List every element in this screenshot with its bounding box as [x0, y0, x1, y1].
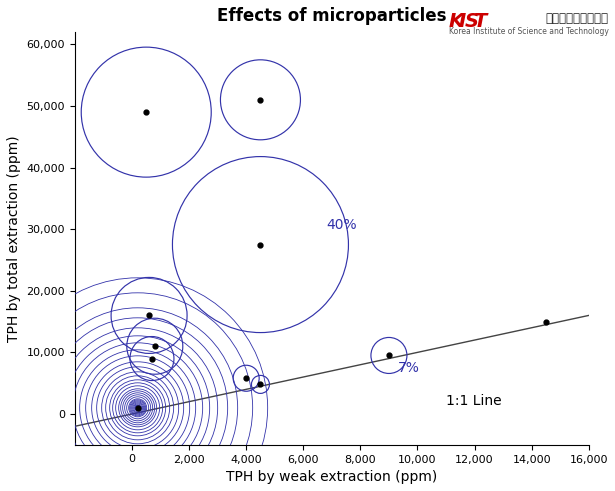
Y-axis label: TPH by total extraction (ppm): TPH by total extraction (ppm) — [7, 135, 21, 342]
Text: S: S — [464, 12, 478, 31]
X-axis label: TPH by weak extraction (ppm): TPH by weak extraction (ppm) — [226, 470, 437, 484]
Text: 1:1 Line: 1:1 Line — [446, 394, 502, 408]
Text: Korea Institute of Science and Technology: Korea Institute of Science and Technolog… — [449, 27, 609, 36]
Text: 40%: 40% — [326, 218, 357, 232]
Text: I: I — [458, 12, 466, 31]
Text: 7%: 7% — [397, 361, 419, 375]
Text: K: K — [449, 12, 464, 31]
Title: Effects of microparticles: Effects of microparticles — [217, 7, 446, 25]
Text: T: T — [473, 12, 486, 31]
Text: 한국과학기술연구원: 한국과학기술연구원 — [546, 12, 609, 25]
